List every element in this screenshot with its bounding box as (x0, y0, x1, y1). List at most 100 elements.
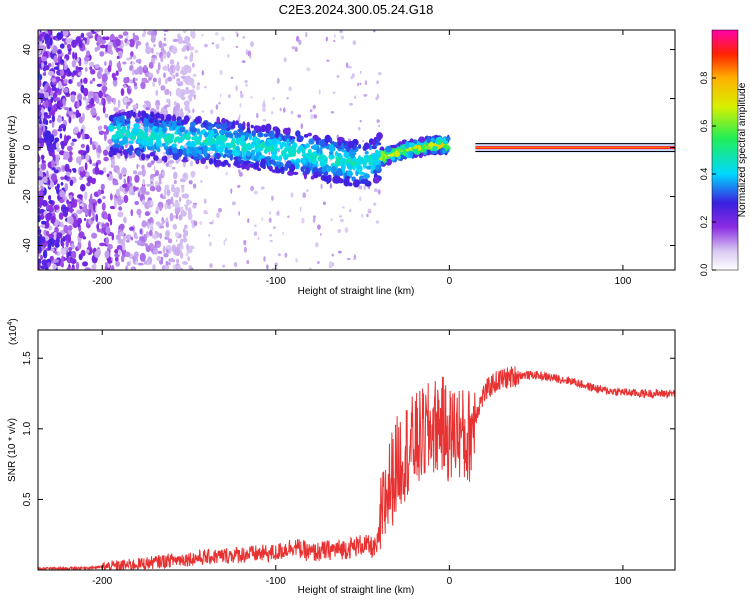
noise-blob (81, 131, 85, 141)
noise-blob (84, 191, 88, 201)
signal-blob (302, 148, 306, 152)
noise-blob (78, 116, 84, 124)
noise-blob (111, 159, 116, 167)
noise-blob (41, 62, 45, 68)
noise-blob (263, 256, 266, 262)
noise-blob (55, 142, 60, 149)
noise-blob (150, 222, 154, 230)
noise-blob (222, 264, 226, 268)
noise-blob (159, 205, 163, 212)
noise-blob (376, 119, 380, 123)
noise-blob (136, 163, 139, 170)
signal-blob (142, 132, 149, 139)
signal-blob (294, 162, 300, 170)
noise-blob (38, 226, 41, 230)
noise-blob (70, 94, 76, 103)
noise-blob (218, 208, 222, 213)
signal-blob (272, 152, 277, 158)
noise-blob (175, 87, 182, 97)
signal-blob (174, 131, 178, 135)
noise-blob (97, 198, 102, 204)
noise-blob (76, 217, 83, 225)
x-tick-label: 100 (615, 576, 632, 587)
noise-blob (291, 46, 296, 50)
signal-blob (227, 149, 233, 155)
noise-blob (178, 196, 182, 203)
noise-blob (163, 105, 167, 110)
signal-blob (327, 174, 332, 179)
noise-blob (318, 89, 321, 95)
signal-blob (291, 138, 295, 142)
noise-blob (54, 62, 60, 66)
noise-blob (43, 91, 50, 99)
noise-blob (184, 224, 188, 230)
noise-blob (131, 61, 135, 65)
noise-blob (200, 34, 204, 37)
noise-blob (165, 162, 170, 167)
noise-blob (155, 170, 159, 177)
noise-blob (204, 86, 207, 89)
signal-blob (210, 144, 217, 152)
noise-blob (96, 70, 102, 80)
signal-blob (240, 134, 245, 141)
noise-blob (187, 81, 191, 86)
noise-blob (100, 183, 105, 191)
signal-blob (321, 166, 327, 173)
noise-blob (167, 198, 172, 206)
y-tick-label: -40 (22, 238, 33, 253)
signal-blob (430, 137, 436, 143)
noise-blob (210, 109, 214, 115)
signal-blob (258, 131, 263, 138)
signal-blob (385, 145, 392, 153)
noise-blob (169, 91, 172, 97)
noise-blob (41, 236, 46, 244)
noise-blob (126, 40, 131, 45)
signal-blob (223, 159, 229, 164)
noise-blob (43, 85, 47, 93)
noise-blob (120, 196, 124, 200)
noise-blob (170, 65, 174, 69)
signal-blob (207, 147, 212, 152)
noise-blob (58, 212, 64, 220)
noise-blob (165, 260, 169, 266)
signal-blob (197, 154, 203, 160)
signal-blob (163, 155, 168, 163)
noise-blob (295, 258, 298, 263)
noise-blob (276, 77, 280, 84)
noise-blob (147, 162, 152, 168)
signal-blob (203, 150, 208, 158)
noise-blob (61, 242, 65, 248)
signal-blob (353, 179, 360, 187)
noise-blob (163, 37, 167, 42)
noise-blob (185, 205, 188, 211)
noise-blob (92, 144, 96, 151)
signal-blob (437, 139, 441, 145)
noise-blob (165, 221, 169, 228)
noise-blob (119, 223, 125, 230)
signal-blob (365, 165, 373, 170)
noise-blob (64, 107, 69, 111)
signal-blob (214, 152, 221, 160)
signal-blob (141, 111, 146, 117)
noise-blob (243, 246, 247, 253)
noise-blob (126, 175, 130, 184)
noise-blob (111, 72, 116, 79)
noise-blob (129, 86, 132, 90)
noise-blob (123, 216, 127, 224)
noise-blob (118, 206, 123, 211)
noise-blob (167, 160, 174, 164)
signal-blob (113, 113, 119, 117)
noise-blob (113, 106, 119, 112)
noise-blob (244, 79, 248, 84)
noise-blob (192, 73, 197, 77)
noise-blob (134, 251, 139, 258)
noise-blob (172, 110, 177, 115)
signal-blob (293, 171, 299, 175)
noise-blob (102, 105, 106, 114)
noise-blob (197, 82, 201, 86)
noise-blob (134, 240, 138, 244)
noise-blob (149, 182, 154, 187)
noise-blob (80, 32, 85, 39)
noise-blob (239, 103, 242, 108)
